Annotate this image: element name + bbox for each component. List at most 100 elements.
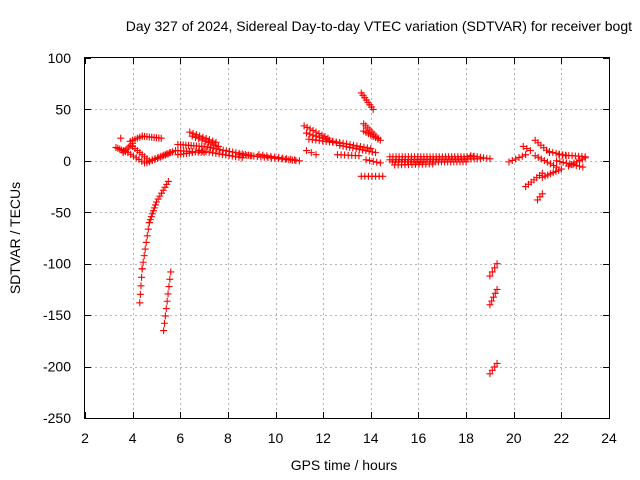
data-point bbox=[263, 152, 271, 160]
data-point bbox=[489, 293, 497, 301]
data-point bbox=[534, 153, 542, 161]
data-point bbox=[556, 158, 564, 166]
data-point bbox=[379, 172, 387, 180]
data-point bbox=[140, 252, 148, 260]
data-point bbox=[271, 153, 279, 161]
data-point bbox=[222, 151, 230, 159]
data-point bbox=[303, 123, 311, 131]
data-point bbox=[295, 157, 303, 165]
data-point bbox=[531, 152, 539, 160]
data-point bbox=[165, 283, 173, 291]
data-point bbox=[312, 132, 320, 140]
data-point bbox=[336, 141, 344, 149]
data-point bbox=[149, 207, 157, 215]
data-point bbox=[202, 148, 210, 156]
data-point bbox=[159, 186, 167, 194]
data-point bbox=[138, 265, 146, 273]
data-point bbox=[164, 177, 172, 185]
x-axis-title: GPS time / hours bbox=[291, 457, 398, 473]
data-point bbox=[203, 143, 211, 151]
data-point bbox=[143, 232, 151, 240]
data-point bbox=[157, 152, 165, 160]
data-point bbox=[543, 158, 551, 166]
y-tick-label: 50 bbox=[55, 101, 71, 117]
data-point bbox=[349, 144, 357, 152]
data-point bbox=[210, 144, 218, 152]
x-tick-label: 12 bbox=[315, 430, 331, 446]
data-point bbox=[486, 301, 494, 309]
data-point bbox=[117, 134, 125, 142]
data-point bbox=[553, 157, 561, 165]
data-point bbox=[166, 149, 174, 157]
data-point bbox=[163, 150, 171, 158]
data-point bbox=[307, 149, 315, 157]
x-tick-labels: 2 4 6 8 10 12 14 16 18 20 22 24 bbox=[81, 430, 617, 446]
data-point bbox=[144, 225, 152, 233]
data-point bbox=[309, 131, 317, 139]
data-point bbox=[156, 192, 164, 200]
data-point bbox=[147, 213, 155, 221]
data-point bbox=[186, 128, 194, 136]
data-point bbox=[169, 148, 177, 156]
data-point bbox=[303, 129, 311, 137]
data-point bbox=[199, 147, 207, 155]
data-point bbox=[429, 160, 437, 168]
data-point bbox=[154, 153, 162, 161]
data-point bbox=[150, 204, 158, 212]
y-tick-label: -150 bbox=[43, 307, 71, 323]
data-point bbox=[215, 150, 223, 158]
data-point bbox=[188, 149, 196, 157]
y-tick-label: 0 bbox=[63, 153, 71, 169]
plot-frame bbox=[84, 57, 610, 419]
data-point bbox=[209, 149, 217, 157]
data-point bbox=[488, 268, 496, 276]
data-point bbox=[491, 264, 499, 272]
data-point bbox=[211, 141, 219, 149]
data-point bbox=[486, 155, 494, 163]
data-point bbox=[545, 148, 553, 156]
data-point bbox=[218, 150, 226, 158]
data-point bbox=[136, 290, 144, 298]
data-point bbox=[581, 154, 589, 162]
data-point bbox=[339, 142, 347, 150]
x-tick-label: 2 bbox=[81, 430, 89, 446]
data-point bbox=[167, 268, 175, 276]
data-point bbox=[540, 157, 548, 165]
data-point bbox=[488, 297, 496, 305]
data-point bbox=[523, 145, 531, 153]
data-point bbox=[208, 140, 216, 148]
data-point bbox=[160, 327, 168, 335]
data-point bbox=[283, 155, 291, 163]
data-point bbox=[216, 146, 224, 154]
data-point bbox=[145, 157, 153, 165]
x-tick-label: 22 bbox=[554, 430, 570, 446]
data-point bbox=[148, 156, 156, 164]
data-point bbox=[486, 272, 494, 280]
data-point bbox=[188, 132, 196, 140]
data-point bbox=[526, 147, 534, 155]
data-point bbox=[160, 151, 168, 159]
data-point bbox=[259, 151, 267, 159]
data-point bbox=[291, 156, 299, 164]
data-point bbox=[537, 155, 545, 163]
data-point bbox=[228, 152, 236, 160]
data-point bbox=[161, 312, 169, 320]
grid-lines bbox=[85, 58, 609, 418]
data-point bbox=[462, 158, 470, 166]
data-point bbox=[369, 157, 377, 165]
data-point bbox=[205, 139, 213, 147]
data-point bbox=[200, 142, 208, 150]
data-point bbox=[195, 135, 203, 143]
data-point bbox=[368, 148, 376, 156]
data-point bbox=[493, 359, 501, 367]
x-tick-label: 18 bbox=[458, 430, 474, 446]
data-point bbox=[538, 190, 546, 198]
data-point bbox=[306, 130, 314, 138]
y-tick-label: -250 bbox=[43, 410, 71, 426]
data-point bbox=[232, 153, 240, 161]
data-point bbox=[579, 163, 587, 171]
data-point bbox=[162, 305, 170, 313]
data-point bbox=[191, 133, 199, 141]
data-point bbox=[166, 275, 174, 283]
y-tick-label: -200 bbox=[43, 359, 71, 375]
